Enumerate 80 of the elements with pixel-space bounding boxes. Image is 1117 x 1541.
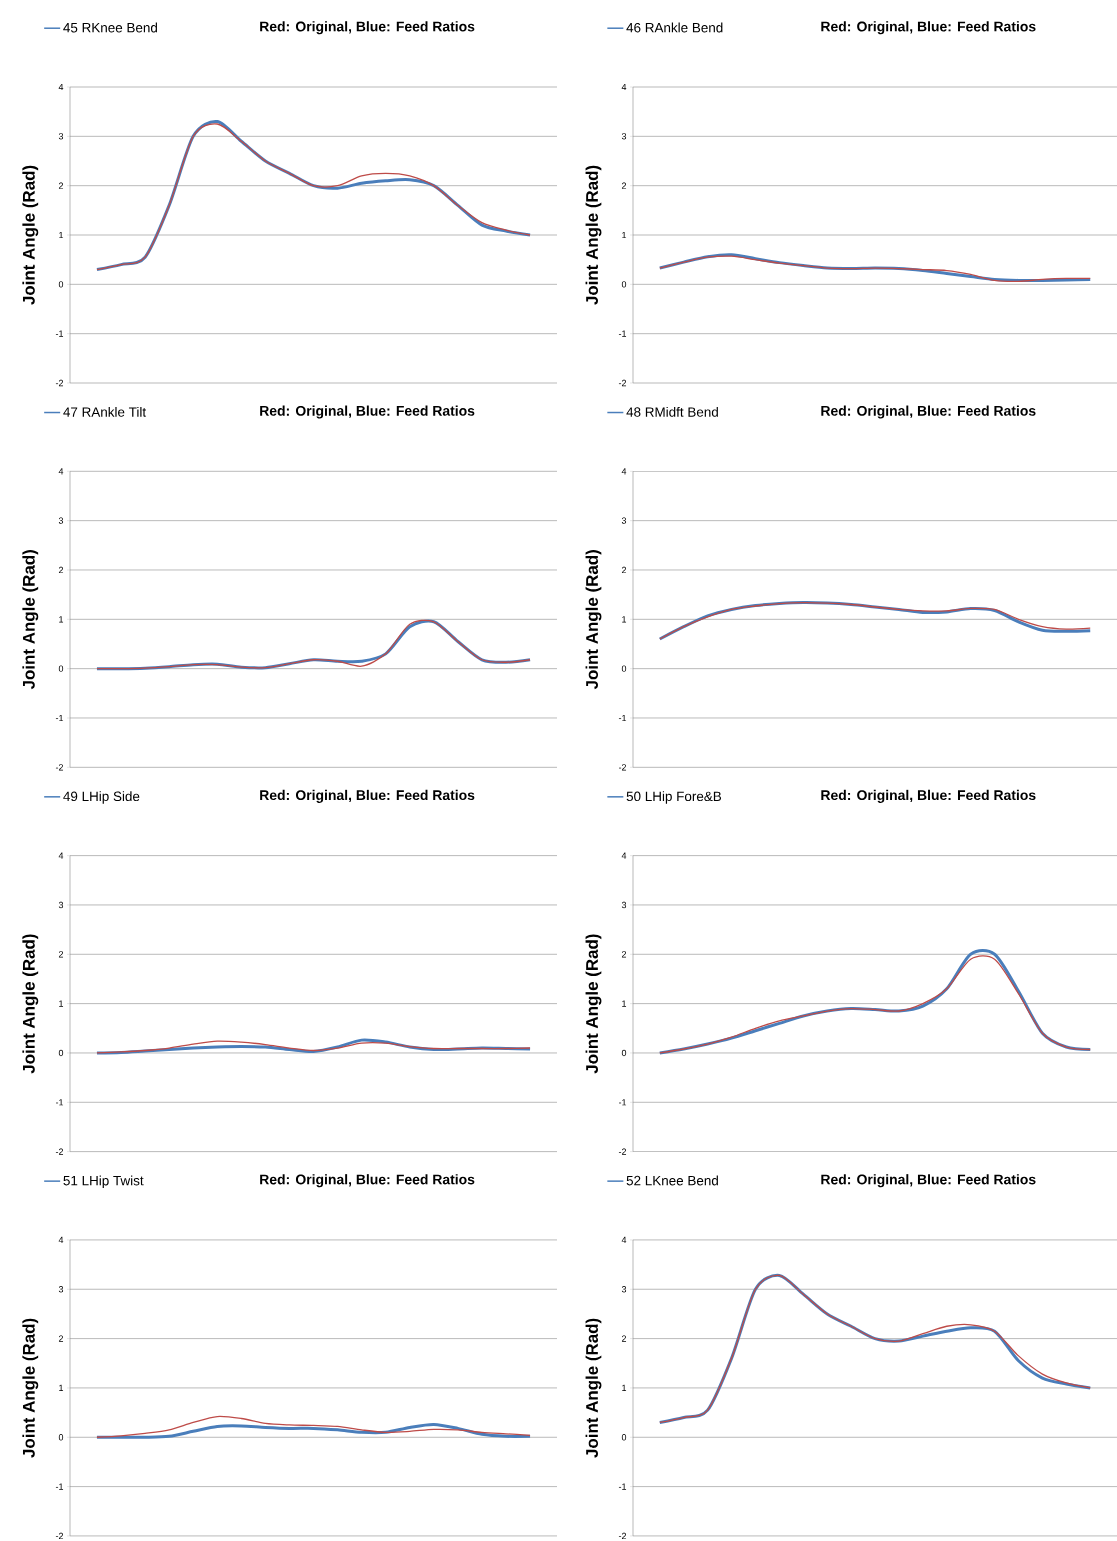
- chart-title: Red: Original, Blue: Feed Ratios: [821, 789, 1036, 803]
- chart-title: Red: Original, Blue: Feed Ratios: [821, 1174, 1036, 1188]
- y-axis-title: Joint Angle (Rad): [22, 165, 39, 305]
- y-axis-title: Joint Angle (Rad): [585, 1318, 602, 1458]
- legend-label: 47 RAnkle Tilt: [63, 406, 147, 417]
- y-tick-label: 0: [58, 281, 64, 288]
- y-tick-label: 4: [621, 83, 627, 91]
- y-tick-label: 3: [621, 1286, 627, 1293]
- y-axis-title: Joint Angle (Rad): [22, 1318, 39, 1458]
- y-tick-label: 3: [58, 133, 64, 140]
- y-tick-label: -1: [55, 714, 64, 722]
- y-tick-label: 0: [58, 1049, 64, 1057]
- y-tick-label: 0: [621, 665, 627, 672]
- y-tick-label: -2: [55, 1148, 64, 1155]
- y-tick-label: 0: [58, 665, 64, 672]
- y-tick-label: 3: [621, 517, 627, 524]
- y-tick-label: -1: [55, 1483, 64, 1490]
- y-tick-label: 2: [58, 951, 64, 958]
- y-tick-label: 2: [621, 951, 627, 958]
- y-tick-label: -2: [618, 379, 627, 387]
- y-tick-label: 3: [58, 517, 64, 524]
- y-tick-label: 1: [622, 1384, 627, 1392]
- y-tick-label: -1: [55, 1099, 64, 1106]
- y-tick-label: -2: [55, 1532, 64, 1540]
- chart-title: Red: Original, Blue: Feed Ratios: [260, 1174, 475, 1188]
- y-tick-label: 2: [621, 566, 627, 574]
- y-tick-label: 1: [59, 616, 64, 623]
- y-tick-label: 2: [58, 566, 64, 574]
- y-tick-label: 2: [621, 182, 627, 189]
- chart-title: Red: Original, Blue: Feed Ratios: [260, 21, 475, 35]
- y-tick-label: 0: [621, 281, 627, 288]
- y-tick-label: 2: [58, 1335, 64, 1342]
- y-tick-label: 4: [58, 83, 64, 91]
- y-tick-label: 2: [621, 1335, 627, 1342]
- legend-label: 45 RKnee Bend: [63, 22, 157, 33]
- y-axis-title: Joint Angle (Rad): [585, 165, 602, 305]
- legend-label: 50 LHip Fore&B: [626, 791, 722, 804]
- chart-title: Red: Original, Blue: Feed Ratios: [821, 405, 1036, 419]
- y-tick-label: 0: [58, 1434, 64, 1441]
- y-tick-label: 1: [622, 1000, 627, 1007]
- y-axis-title: Joint Angle (Rad): [585, 550, 602, 690]
- legend-label: 46 RAnkle Bend: [626, 22, 723, 33]
- y-tick-label: 4: [621, 852, 627, 859]
- y-tick-label: -1: [618, 1483, 627, 1490]
- legend-label: 52 LKnee Bend: [626, 1175, 718, 1186]
- y-tick-label: 1: [622, 616, 627, 623]
- y-tick-label: -1: [618, 714, 627, 722]
- y-tick-label: 1: [59, 231, 64, 239]
- y-axis-title: Joint Angle (Rad): [585, 934, 602, 1074]
- y-tick-label: 3: [58, 901, 64, 909]
- y-tick-label: -1: [618, 330, 627, 337]
- y-tick-label: 4: [58, 1236, 64, 1244]
- y-tick-label: 4: [58, 852, 64, 859]
- legend-label: 49 LHip Side: [63, 791, 140, 804]
- y-tick-label: 4: [58, 468, 64, 475]
- y-tick-label: -2: [618, 764, 627, 771]
- legend-label: 48 RMidft Bend: [626, 406, 718, 417]
- chart-title: Red: Original, Blue: Feed Ratios: [260, 789, 475, 803]
- y-tick-label: 2: [58, 182, 64, 189]
- y-axis-title: Joint Angle (Rad): [22, 550, 39, 690]
- y-tick-label: 1: [59, 1384, 64, 1392]
- chart-title: Red: Original, Blue: Feed Ratios: [260, 405, 475, 419]
- y-tick-label: -1: [55, 330, 64, 337]
- y-tick-label: -2: [618, 1148, 627, 1155]
- y-tick-label: 4: [621, 1236, 627, 1244]
- y-tick-label: 3: [621, 133, 627, 140]
- y-tick-label: 1: [622, 231, 627, 239]
- y-tick-label: 1: [59, 1000, 64, 1007]
- y-tick-label: 3: [58, 1286, 64, 1293]
- y-tick-label: -1: [618, 1099, 627, 1106]
- legend-label: 51 LHip Twist: [63, 1175, 144, 1189]
- y-tick-label: 4: [621, 468, 627, 475]
- chart-title: Red: Original, Blue: Feed Ratios: [821, 21, 1036, 35]
- y-tick-label: 3: [621, 901, 627, 909]
- y-tick-label: -2: [55, 379, 64, 387]
- y-axis-title: Joint Angle (Rad): [22, 934, 39, 1074]
- y-tick-label: -2: [55, 764, 64, 771]
- y-tick-label: 0: [621, 1049, 627, 1057]
- y-tick-label: -2: [618, 1532, 627, 1540]
- y-tick-label: 0: [621, 1434, 627, 1441]
